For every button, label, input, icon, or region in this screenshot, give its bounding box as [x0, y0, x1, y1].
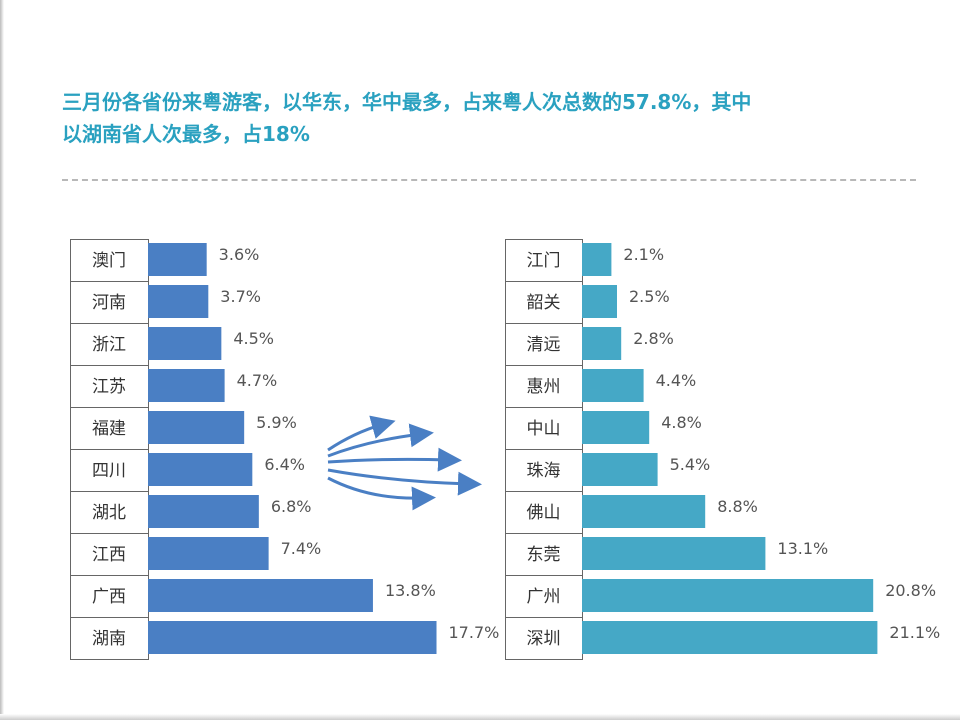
province-bar: [148, 369, 225, 402]
city-category-label: 深圳: [527, 629, 561, 649]
province-bar: [148, 411, 245, 444]
province-bar: [148, 327, 222, 360]
city-bar: [582, 537, 766, 570]
city-category-label: 佛山: [527, 503, 561, 523]
province-category-label: 江西: [92, 545, 126, 565]
city-bar: [582, 369, 644, 402]
province-value-label: 4.7%: [237, 371, 278, 390]
province-bar: [148, 537, 269, 570]
province-category-label: 湖北: [92, 503, 126, 523]
city-value-label: 20.8%: [885, 581, 936, 600]
city-value-label: 4.8%: [661, 413, 702, 432]
city-bar: [582, 285, 617, 318]
city-bar: [582, 495, 706, 528]
province-value-label: 13.8%: [385, 581, 436, 600]
province-category-label: 广西: [92, 587, 126, 607]
city-value-label: 21.1%: [889, 623, 940, 642]
province-bar: [148, 243, 207, 276]
province-value-label: 3.6%: [219, 245, 260, 264]
city-value-label: 13.1%: [777, 539, 828, 558]
headline: 三月份各省份来粤游客，以华东，华中最多，占来粤人次总数的57.8%，其中 以湖南…: [62, 86, 902, 150]
flow-arrow: [327, 476, 436, 511]
province-category-label: 江苏: [92, 377, 126, 397]
province-value-label: 6.8%: [271, 497, 312, 516]
province-category-label: 澳门: [92, 251, 126, 271]
bottom-edge-shadow: [0, 714, 960, 720]
city-value-label: 8.8%: [717, 497, 758, 516]
city-category-label: 江门: [527, 251, 561, 271]
province-bar: [148, 621, 437, 654]
flow-arrow: [327, 423, 434, 458]
headline-line-2: 以湖南省人次最多，占18%: [62, 122, 310, 146]
dashed-divider: [62, 179, 916, 181]
city-category-label: 东莞: [527, 545, 561, 565]
city-value-label: 2.8%: [633, 329, 674, 348]
province-category-label: 浙江: [92, 335, 126, 355]
province-value-label: 7.4%: [281, 539, 322, 558]
city-category-label: 珠海: [527, 461, 561, 481]
city-bar: [582, 579, 874, 612]
city-bar: [582, 327, 622, 360]
province-value-label: 4.5%: [233, 329, 274, 348]
flow-arrow: [327, 447, 462, 472]
city-bar: [582, 621, 878, 654]
city-share-chart: 江门 2.1% 韶关 2.5% 清远 2.8% 惠州 4.4% 中山 4.8% 珠海 5.4% 佛山 8.…: [505, 239, 940, 660]
flow-arrows: [327, 415, 482, 511]
city-category-label: 韶关: [527, 293, 561, 313]
province-value-label: 6.4%: [264, 455, 305, 474]
province-share-chart: 澳门 3.6% 河南 3.7% 浙江 4.5% 江苏 4.7% 福建 5.9% 四川 6.4% 湖北 6.…: [70, 239, 500, 660]
city-category-label: 广州: [527, 587, 561, 607]
city-bar: [582, 243, 612, 276]
province-bar: [148, 579, 373, 612]
city-value-label: 4.4%: [656, 371, 697, 390]
province-value-label: 17.7%: [449, 623, 500, 642]
province-category-label: 四川: [92, 461, 126, 481]
city-category-label: 清远: [527, 335, 561, 355]
city-category-label: 中山: [527, 419, 561, 439]
city-value-label: 5.4%: [670, 455, 711, 474]
province-bar: [148, 495, 259, 528]
province-value-label: 3.7%: [220, 287, 261, 306]
left-edge-shadow: [0, 0, 4, 720]
headline-line-1: 三月份各省份来粤游客，以华东，华中最多，占来粤人次总数的57.8%，其中: [62, 90, 752, 114]
province-value-label: 5.9%: [256, 413, 297, 432]
city-bar: [582, 411, 650, 444]
province-bar: [148, 453, 253, 486]
province-category-label: 河南: [92, 293, 126, 313]
city-bar: [582, 453, 658, 486]
province-category-label: 湖南: [92, 629, 126, 649]
city-value-label: 2.1%: [623, 245, 664, 264]
flow-arrow: [327, 415, 396, 452]
province-category-label: 福建: [92, 419, 126, 439]
city-category-label: 惠州: [527, 377, 561, 397]
flow-arrow: [327, 468, 482, 496]
province-bar: [148, 285, 209, 318]
city-value-label: 2.5%: [629, 287, 670, 306]
